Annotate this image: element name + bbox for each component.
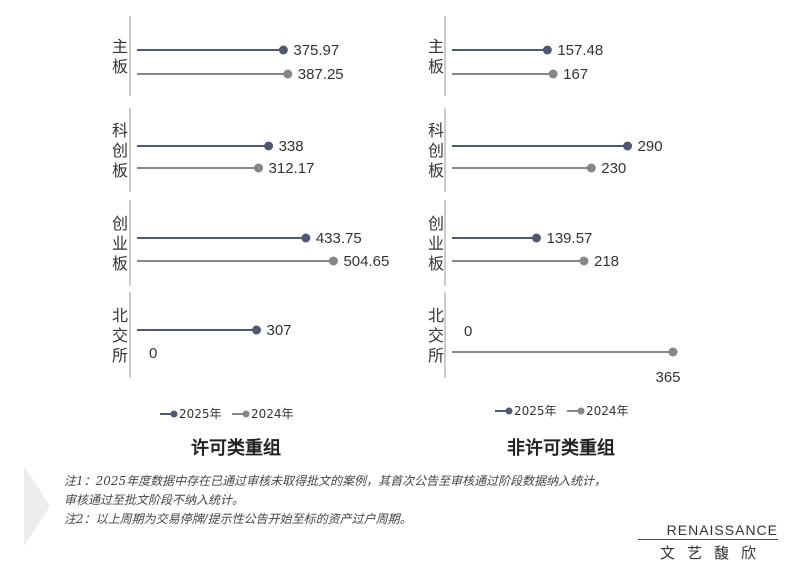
chart2-data-label: 0	[464, 323, 472, 340]
chart2-data-label: 218	[594, 253, 619, 270]
chart2-series-1-point	[579, 256, 589, 266]
chart2-category-label: 创业板	[428, 214, 444, 273]
chart2-legend-label: 2024年	[586, 404, 629, 418]
chart1-series-0-point	[252, 325, 262, 335]
chart1-data-label: 433.75	[316, 230, 362, 247]
chart1-series-1-point	[328, 256, 338, 266]
footnotes: 注1：2025年度数据中存在已通过审核未取得批文的案例，其首次公告至审核通过阶段…	[64, 472, 764, 529]
chart1-series-0-point	[264, 141, 274, 151]
chart2-data-label: 139.57	[547, 230, 593, 247]
chart1-category-label: 主板	[112, 37, 128, 76]
chart1-series-1-point	[283, 69, 293, 79]
decorative-arrow-shape	[24, 466, 50, 546]
chart2-data-label: 290	[638, 138, 663, 155]
chart1-series-0-point	[278, 45, 288, 55]
chart2-data-label: 230	[601, 160, 626, 177]
chart1-data-label: 0	[149, 345, 157, 362]
chart2-category-label: 科创板	[428, 121, 444, 180]
chart1-data-label: 312.17	[269, 160, 315, 177]
note-line-3: 注2：以上周期为交易停牌/提示性公告开始至标的资产过户周期。	[64, 512, 412, 526]
chart2-category-label: 北交所	[428, 306, 444, 365]
chart2-series-1-point	[668, 347, 678, 357]
chart2-legend-label: 2025年	[514, 404, 557, 418]
logo-chinese: 文艺馥欣	[659, 544, 768, 562]
note-line-2: 审核通过至批文阶段不纳入统计。	[64, 493, 245, 507]
chart1-data-label: 387.25	[298, 66, 344, 83]
chart2-series-0-point	[532, 233, 542, 243]
chart1-category-label: 北交所	[112, 306, 128, 365]
chart2-series-1-point	[586, 163, 596, 173]
chart1-series-0-point	[301, 233, 311, 243]
chart1-category-label: 创业板	[112, 214, 128, 273]
chart1-legend-marker-point	[170, 410, 178, 418]
chart2-data-label: 167	[563, 66, 588, 83]
chart1-legend-label: 2024年	[251, 407, 294, 421]
chart1-category-label: 科创板	[112, 121, 128, 180]
chart1-series-1-point	[254, 163, 264, 173]
logo-english: RENAISSANCE	[638, 522, 778, 540]
chart1-legend-label: 2025年	[179, 407, 222, 421]
chart1-legend-marker-point	[242, 410, 250, 418]
chart1-data-label: 375.97	[293, 42, 339, 59]
chart1-data-label: 338	[279, 138, 304, 155]
chart1-data-label: 307	[267, 322, 292, 339]
chart2-legend-marker-point	[505, 407, 513, 415]
chart2-legend-marker-point	[577, 407, 585, 415]
chart1-title: 许可类重组	[191, 437, 281, 459]
chart2-series-0-point	[542, 45, 552, 55]
chart2-data-label: 157.48	[557, 42, 603, 59]
chart2-series-1-point	[548, 69, 558, 79]
brand-logo: RENAISSANCE 文艺馥欣	[638, 522, 778, 563]
chart1-data-label: 504.65	[343, 253, 389, 270]
note-line-1: 注1：2025年度数据中存在已通过审核未取得批文的案例，其首次公告至审核通过阶段…	[64, 474, 607, 488]
chart2-series-0-point	[623, 141, 633, 151]
chart2-title: 非许可类重组	[507, 437, 615, 459]
chart2-category-label: 主板	[428, 37, 444, 76]
chart2-data-label: 365	[655, 369, 680, 386]
